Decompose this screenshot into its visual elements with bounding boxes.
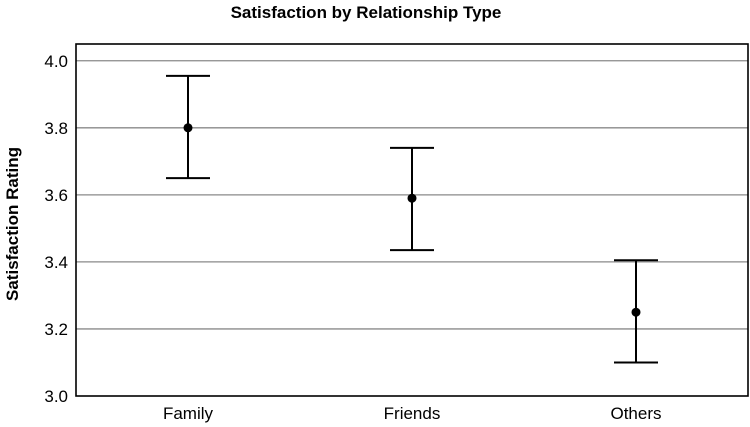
y-tick-label: 3.4 (44, 253, 68, 272)
error-bars (166, 74, 658, 364)
y-axis-label: Satisfaction Rating (3, 147, 22, 301)
x-axis-ticks: Family Friends Others (163, 404, 662, 423)
y-axis-ticks: 3.0 3.2 3.4 3.6 3.8 4.0 (44, 52, 68, 406)
mean-point (631, 307, 641, 317)
y-tick-label: 3.6 (44, 186, 68, 205)
x-tick-label: Friends (384, 404, 441, 423)
y-tick-label: 3.8 (44, 119, 68, 138)
mean-point (183, 123, 193, 133)
y-tick-label: 3.0 (44, 387, 68, 406)
plot-frame (75, 43, 749, 397)
chart-title: Satisfaction by Relationship Type (231, 3, 502, 22)
y-tick-label: 4.0 (44, 52, 68, 71)
x-tick-label: Family (163, 404, 214, 423)
y-tick-label: 3.2 (44, 320, 68, 339)
x-tick-label: Others (610, 404, 661, 423)
mean-point (407, 193, 417, 203)
